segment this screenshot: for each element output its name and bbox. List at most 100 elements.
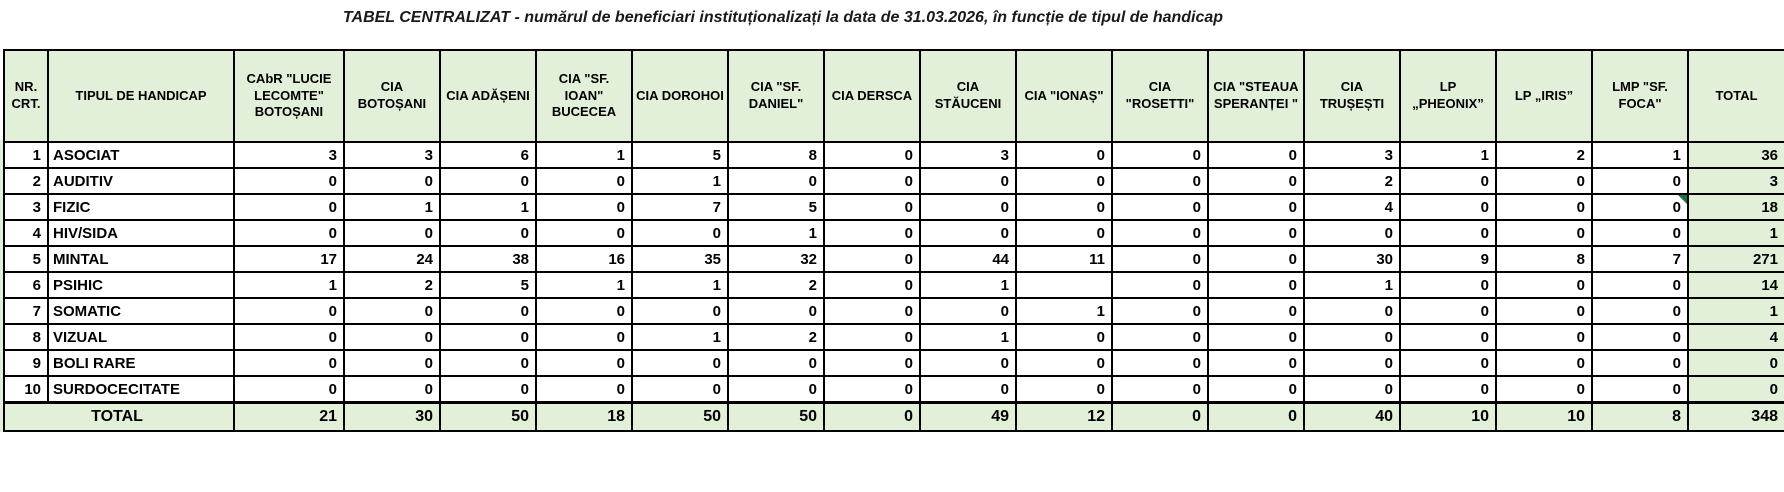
value-cell[interactable]: 0 bbox=[1207, 271, 1305, 299]
total-row-label[interactable]: TOTAL bbox=[3, 401, 235, 432]
row-total-cell[interactable]: 3 bbox=[1687, 167, 1784, 195]
value-cell[interactable]: 1 bbox=[1015, 297, 1113, 325]
value-cell[interactable]: 5 bbox=[631, 141, 729, 169]
row-total-cell[interactable]: 18 bbox=[1687, 193, 1784, 221]
value-cell[interactable]: 0 bbox=[1399, 323, 1497, 351]
value-cell[interactable]: 2 bbox=[727, 323, 825, 351]
value-cell[interactable]: 0 bbox=[1111, 323, 1209, 351]
value-cell[interactable]: 0 bbox=[439, 349, 537, 377]
row-number-cell[interactable]: 1 bbox=[3, 141, 49, 169]
value-cell[interactable]: 0 bbox=[1111, 375, 1209, 404]
value-cell[interactable]: 0 bbox=[1495, 323, 1593, 351]
value-cell[interactable]: 0 bbox=[1111, 219, 1209, 247]
column-total-cell[interactable]: 30 bbox=[343, 401, 441, 432]
column-header[interactable]: LP „PHEONIX” bbox=[1399, 49, 1497, 143]
value-cell[interactable]: 0 bbox=[823, 349, 921, 377]
row-total-cell[interactable]: 271 bbox=[1687, 245, 1784, 273]
value-cell[interactable]: 0 bbox=[823, 193, 921, 221]
value-cell[interactable]: 0 bbox=[535, 323, 633, 351]
value-cell[interactable]: 3 bbox=[1303, 141, 1401, 169]
value-cell[interactable]: 0 bbox=[919, 297, 1017, 325]
column-total-cell[interactable]: 10 bbox=[1495, 401, 1593, 432]
value-cell[interactable]: 0 bbox=[919, 375, 1017, 404]
column-header[interactable]: LMP "SF. FOCA" bbox=[1591, 49, 1689, 143]
value-cell[interactable]: 0 bbox=[343, 297, 441, 325]
value-cell[interactable]: 0 bbox=[631, 297, 729, 325]
value-cell[interactable]: 0 bbox=[1495, 375, 1593, 404]
column-total-cell[interactable]: 0 bbox=[823, 401, 921, 432]
value-cell[interactable]: 0 bbox=[439, 297, 537, 325]
value-cell[interactable]: 0 bbox=[1303, 323, 1401, 351]
row-total-cell[interactable]: 1 bbox=[1687, 219, 1784, 247]
column-total-cell[interactable]: 18 bbox=[535, 401, 633, 432]
column-total-cell[interactable]: 21 bbox=[233, 401, 345, 432]
column-header[interactable]: CIA "STEAUA SPERANȚEI " bbox=[1207, 49, 1305, 143]
value-cell[interactable]: 0 bbox=[1015, 323, 1113, 351]
value-cell[interactable]: 1 bbox=[1399, 141, 1497, 169]
value-cell[interactable]: 0 bbox=[919, 349, 1017, 377]
value-cell[interactable]: 1 bbox=[919, 323, 1017, 351]
row-number-cell[interactable]: 2 bbox=[3, 167, 49, 195]
value-cell[interactable]: 35 bbox=[631, 245, 729, 273]
value-cell[interactable]: 0 bbox=[1303, 349, 1401, 377]
value-cell[interactable]: 0 bbox=[1399, 349, 1497, 377]
row-number-cell[interactable]: 5 bbox=[3, 245, 49, 273]
row-number-cell[interactable]: 8 bbox=[3, 323, 49, 351]
row-total-cell[interactable]: 0 bbox=[1687, 349, 1784, 377]
handicap-type-cell[interactable]: HIV/SIDA bbox=[47, 219, 235, 247]
column-total-cell[interactable]: 40 bbox=[1303, 401, 1401, 432]
row-number-cell[interactable]: 9 bbox=[3, 349, 49, 377]
value-cell[interactable]: 1 bbox=[919, 271, 1017, 299]
value-cell[interactable]: 0 bbox=[1111, 193, 1209, 221]
value-cell[interactable]: 0 bbox=[1303, 375, 1401, 404]
value-cell[interactable]: 8 bbox=[1495, 245, 1593, 273]
column-total-cell[interactable]: 12 bbox=[1015, 401, 1113, 432]
value-cell[interactable]: 0 bbox=[1591, 323, 1689, 351]
value-cell[interactable]: 0 bbox=[1495, 219, 1593, 247]
value-cell[interactable]: 0 bbox=[535, 349, 633, 377]
handicap-type-cell[interactable]: VIZUAL bbox=[47, 323, 235, 351]
value-cell[interactable]: 3 bbox=[233, 141, 345, 169]
value-cell[interactable]: 0 bbox=[1495, 349, 1593, 377]
row-total-cell[interactable]: 36 bbox=[1687, 141, 1784, 169]
value-cell[interactable]: 0 bbox=[1015, 219, 1113, 247]
value-cell[interactable]: 0 bbox=[233, 297, 345, 325]
value-cell[interactable]: 0 bbox=[1207, 141, 1305, 169]
value-cell[interactable]: 1 bbox=[343, 193, 441, 221]
value-cell[interactable]: 38 bbox=[439, 245, 537, 273]
grand-total-cell[interactable]: 348 bbox=[1687, 401, 1784, 432]
value-cell[interactable]: 0 bbox=[439, 219, 537, 247]
row-number-cell[interactable]: 6 bbox=[3, 271, 49, 299]
value-cell[interactable]: 0 bbox=[727, 167, 825, 195]
row-total-cell[interactable]: 0 bbox=[1687, 375, 1784, 404]
value-cell[interactable]: 3 bbox=[919, 141, 1017, 169]
value-cell[interactable]: 3 bbox=[343, 141, 441, 169]
value-cell[interactable]: 0 bbox=[1399, 167, 1497, 195]
value-cell[interactable]: 0 bbox=[1111, 167, 1209, 195]
value-cell[interactable]: 0 bbox=[439, 167, 537, 195]
value-cell[interactable]: 0 bbox=[1495, 193, 1593, 221]
value-cell[interactable]: 0 bbox=[1591, 375, 1689, 404]
value-cell[interactable]: 0 bbox=[823, 219, 921, 247]
value-cell[interactable]: 0 bbox=[1495, 271, 1593, 299]
value-cell[interactable]: 1 bbox=[535, 141, 633, 169]
value-cell[interactable]: 0 bbox=[1303, 297, 1401, 325]
value-cell[interactable]: 0 bbox=[1015, 193, 1113, 221]
value-cell[interactable]: 0 bbox=[1303, 219, 1401, 247]
value-cell[interactable]: 1 bbox=[233, 271, 345, 299]
value-cell[interactable]: 0 bbox=[233, 349, 345, 377]
value-cell[interactable]: 0 bbox=[343, 167, 441, 195]
handicap-type-cell[interactable]: ASOCIAT bbox=[47, 141, 235, 169]
value-cell[interactable]: 1 bbox=[1303, 271, 1401, 299]
value-cell[interactable]: 0 bbox=[823, 271, 921, 299]
value-cell[interactable]: 0 bbox=[1495, 167, 1593, 195]
value-cell[interactable]: 0 bbox=[1111, 141, 1209, 169]
value-cell[interactable]: 1 bbox=[631, 167, 729, 195]
value-cell[interactable]: 1 bbox=[535, 271, 633, 299]
row-total-cell[interactable]: 14 bbox=[1687, 271, 1784, 299]
value-cell[interactable]: 2 bbox=[1303, 167, 1401, 195]
value-cell[interactable]: 0 bbox=[727, 375, 825, 404]
value-cell[interactable]: 7 bbox=[1591, 245, 1689, 273]
value-cell[interactable]: 1 bbox=[727, 219, 825, 247]
value-cell[interactable]: 0 bbox=[1207, 323, 1305, 351]
